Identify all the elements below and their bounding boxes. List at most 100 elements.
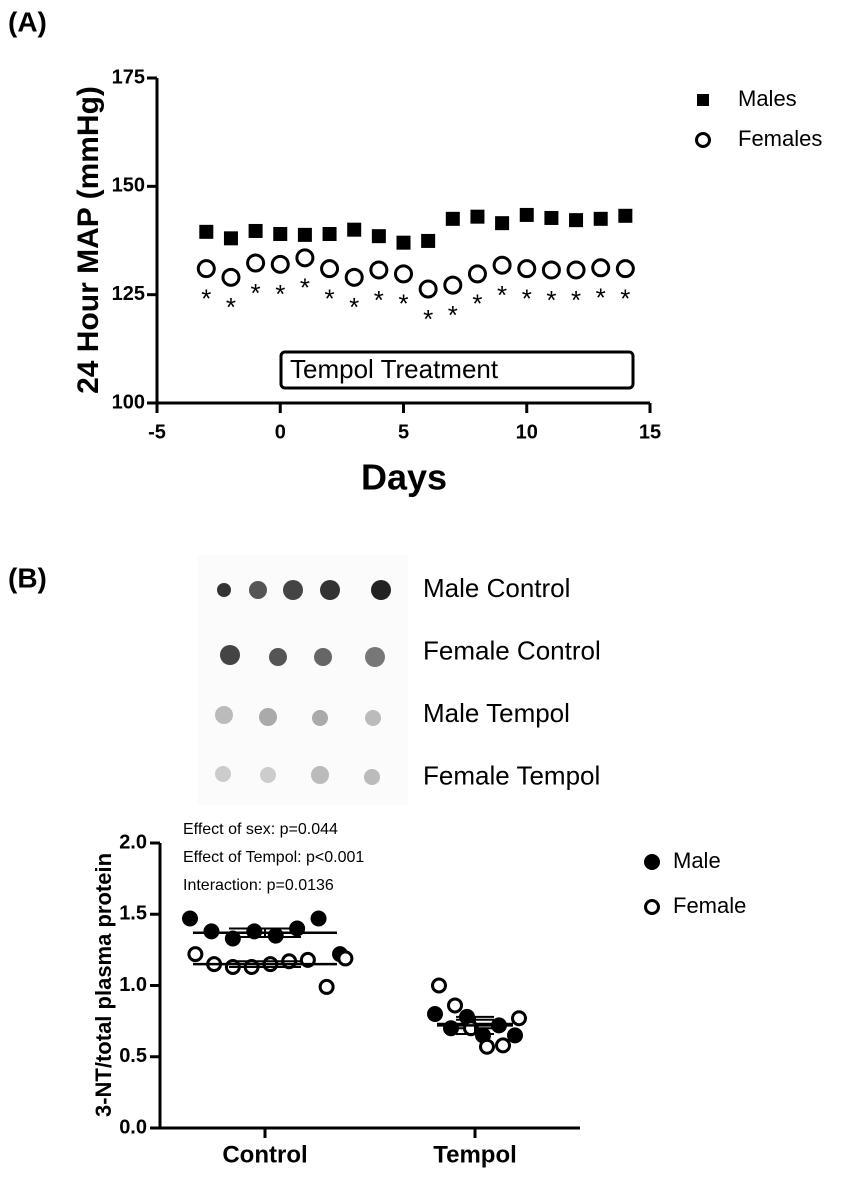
- y-tick-label: 150: [112, 175, 145, 197]
- marker: [344, 267, 364, 287]
- significance-mark: *: [226, 292, 236, 322]
- significance-mark: *: [596, 283, 606, 313]
- y-axis-label: 24 Hour MAP (mmHg): [72, 86, 105, 394]
- marker: [371, 229, 386, 244]
- blot-label: Female Tempol: [423, 760, 600, 790]
- marker: [196, 259, 216, 279]
- y-tick-label: 2.0: [119, 831, 147, 853]
- marker: [431, 977, 447, 994]
- marker: [224, 930, 241, 947]
- marker: [203, 923, 220, 940]
- marker: [396, 235, 411, 250]
- marker: [337, 950, 354, 967]
- marker: [479, 1038, 495, 1055]
- marker: [541, 260, 561, 280]
- significance-mark: *: [324, 284, 334, 314]
- significance-mark: *: [620, 284, 630, 314]
- marker: [569, 213, 584, 228]
- blot-label: Female Control: [423, 635, 601, 665]
- marker: [618, 208, 633, 223]
- y-tick-label: 100: [112, 391, 145, 413]
- y-tick-label: 125: [112, 283, 145, 305]
- marker: [495, 216, 510, 231]
- significance-mark: *: [546, 285, 556, 315]
- marker: [447, 997, 463, 1014]
- marker: [492, 255, 512, 275]
- x-axis-label: Days: [361, 457, 447, 498]
- marker: [507, 1027, 523, 1044]
- x-tick-label: 5: [398, 421, 409, 443]
- marker: [221, 267, 241, 287]
- marker: [347, 222, 362, 237]
- significance-mark: *: [398, 289, 408, 319]
- legend-label: Females: [738, 126, 822, 151]
- panel-label: (A): [8, 6, 47, 37]
- blot-label: Male Tempol: [423, 698, 570, 728]
- significance-mark: *: [349, 292, 359, 322]
- marker: [566, 260, 586, 280]
- marker: [418, 279, 438, 299]
- marker: [267, 927, 284, 944]
- x-tick-label: Control: [222, 1141, 307, 1168]
- marker: [182, 910, 198, 927]
- y-axis-label: 3-NT/total plasma protein: [91, 853, 116, 1117]
- x-tick-label: -5: [148, 421, 166, 443]
- marker: [273, 227, 288, 241]
- significance-mark: *: [251, 278, 261, 308]
- x-tick-label: 10: [516, 421, 538, 443]
- marker: [495, 1037, 511, 1054]
- significance-mark: *: [497, 280, 507, 310]
- marker: [369, 260, 389, 280]
- blot-label: Male Control: [423, 573, 570, 603]
- marker: [320, 259, 340, 279]
- significance-mark: *: [423, 304, 433, 334]
- dot-blot: [198, 555, 408, 805]
- marker: [511, 1010, 527, 1027]
- significance-mark: *: [275, 279, 285, 309]
- marker: [443, 275, 463, 295]
- marker: [322, 227, 337, 241]
- annotation: Tempol Treatment: [290, 354, 499, 384]
- marker: [421, 233, 436, 248]
- annotation: Effect of Tempol: p<0.001: [183, 849, 364, 866]
- x-tick-label: 15: [639, 421, 661, 443]
- significance-mark: *: [201, 284, 211, 314]
- marker: [310, 910, 327, 927]
- marker: [270, 254, 290, 274]
- legend-label: Male: [673, 848, 721, 873]
- x-tick-label: Tempol: [433, 1141, 517, 1168]
- y-tick-label: 1.5: [119, 903, 147, 925]
- marker: [445, 211, 460, 226]
- marker: [470, 209, 485, 224]
- significance-mark: *: [300, 273, 310, 303]
- y-tick-label: 175: [112, 66, 145, 88]
- significance-mark: *: [448, 300, 458, 330]
- marker: [517, 259, 537, 279]
- x-tick-label: 0: [275, 421, 286, 443]
- significance-mark: *: [374, 285, 384, 315]
- marker: [427, 1006, 443, 1022]
- significance-mark: *: [571, 285, 581, 315]
- significance-mark: *: [472, 289, 482, 319]
- legend-marker: [644, 899, 660, 915]
- legend-marker: [644, 854, 660, 870]
- marker: [297, 227, 312, 242]
- marker: [246, 923, 263, 940]
- marker: [519, 207, 534, 222]
- legend-label: Males: [738, 86, 797, 111]
- marker: [199, 224, 214, 239]
- marker: [394, 264, 413, 284]
- y-tick-label: 0.5: [119, 1045, 147, 1067]
- marker: [248, 223, 263, 238]
- legend-marker: [695, 132, 711, 148]
- marker: [187, 946, 204, 963]
- legend-marker: [697, 94, 709, 106]
- marker: [223, 231, 238, 246]
- marker: [544, 210, 559, 225]
- marker: [593, 211, 608, 226]
- marker: [318, 978, 335, 995]
- y-tick-label: 1.0: [119, 974, 147, 996]
- treatment-box: [279, 350, 635, 390]
- marker: [591, 258, 611, 278]
